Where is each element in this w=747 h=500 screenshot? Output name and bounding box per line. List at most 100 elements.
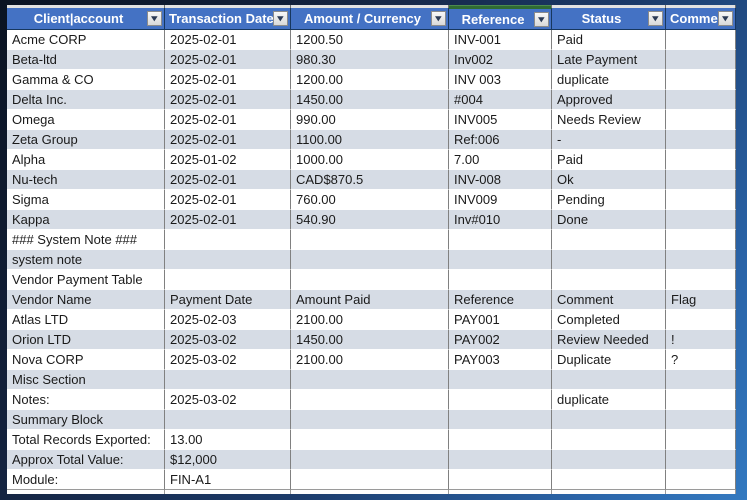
cell[interactable]: Summary Block [7,410,165,430]
cell[interactable]: ! [666,330,736,350]
cell[interactable]: Paid [552,150,666,170]
cell[interactable]: 2025-02-01 [165,170,291,190]
cell[interactable]: 2025-03-02 [165,350,291,370]
cell[interactable]: Paid [552,30,666,50]
cell[interactable]: Ref:006 [449,130,552,150]
cell[interactable]: ? [666,350,736,370]
cell[interactable] [552,230,666,250]
cell[interactable] [666,30,736,50]
cell[interactable] [552,430,666,450]
cell[interactable]: Approved [552,90,666,110]
cell[interactable] [666,50,736,70]
cell[interactable] [291,450,449,470]
cell[interactable]: Zeta Group [7,130,165,150]
cell[interactable]: 7.00 [449,150,552,170]
cell[interactable]: Module: [7,470,165,490]
cell[interactable]: 2025-02-03 [165,310,291,330]
cell[interactable]: duplicate [552,390,666,410]
cell[interactable]: PAY001 [449,310,552,330]
cell[interactable]: Sigma [7,190,165,210]
cell[interactable]: 2025-02-01 [165,130,291,150]
cell[interactable] [666,250,736,270]
cell[interactable]: Vendor Name [7,290,165,310]
cell[interactable] [449,390,552,410]
cell[interactable] [552,370,666,390]
cell[interactable]: INV-008 [449,170,552,190]
cell[interactable]: Late Payment [552,50,666,70]
cell[interactable]: ### System Note ### [7,230,165,250]
cell[interactable] [552,450,666,470]
cell[interactable]: Delta Inc. [7,90,165,110]
cell[interactable] [291,430,449,450]
cell[interactable]: 2025-02-01 [165,90,291,110]
cell[interactable] [666,370,736,390]
cell[interactable]: PAY002 [449,330,552,350]
column-header-status[interactable]: Status ▾ [552,8,666,30]
cell[interactable]: Alpha [7,150,165,170]
cell[interactable]: 990.00 [291,110,449,130]
cell[interactable] [165,370,291,390]
cell[interactable]: Total Records Exported: [7,430,165,450]
column-header-comments[interactable]: Comme ▾ [666,8,736,30]
filter-button[interactable]: ▾ [273,11,288,26]
cell[interactable] [552,470,666,490]
cell[interactable]: 2025-03-02 [165,330,291,350]
cell[interactable] [291,470,449,490]
cell[interactable] [291,410,449,430]
cell[interactable] [666,130,736,150]
column-header-reference[interactable]: Reference ▾ [449,8,552,30]
cell[interactable]: Amount Paid [291,290,449,310]
cell[interactable]: Orion LTD [7,330,165,350]
cell[interactable]: 2025-02-01 [165,70,291,90]
cell[interactable] [449,470,552,490]
cell[interactable] [666,210,736,230]
cell[interactable]: 2025-02-01 [165,110,291,130]
cell[interactable]: $12,000 [165,450,291,470]
cell[interactable] [291,250,449,270]
filter-button[interactable]: ▾ [431,11,446,26]
cell[interactable] [449,250,552,270]
cell[interactable]: Kappa [7,210,165,230]
cell[interactable] [291,370,449,390]
cell[interactable] [666,190,736,210]
cell[interactable]: CAD$870.5 [291,170,449,190]
cell[interactable]: 2025-02-01 [165,190,291,210]
cell[interactable]: Review Needed [552,330,666,350]
cell[interactable] [666,390,736,410]
cell[interactable] [552,410,666,430]
cell[interactable]: 2025-02-01 [165,210,291,230]
column-header-amount-currency[interactable]: Amount / Currency ▾ [291,8,449,30]
cell[interactable] [449,370,552,390]
cell[interactable] [552,270,666,290]
cell[interactable]: Gamma & CO [7,70,165,90]
cell[interactable]: Omega [7,110,165,130]
cell[interactable]: Inv002 [449,50,552,70]
cell[interactable]: duplicate [552,70,666,90]
cell[interactable]: 1000.00 [291,150,449,170]
cell[interactable] [165,270,291,290]
cell[interactable]: Ok [552,170,666,190]
cell[interactable] [666,90,736,110]
cell[interactable]: 2100.00 [291,310,449,330]
cell[interactable]: 2025-01-02 [165,150,291,170]
cell[interactable]: Payment Date [165,290,291,310]
cell[interactable]: Reference [449,290,552,310]
cell[interactable]: Beta-ltd [7,50,165,70]
cell[interactable]: Flag [666,290,736,310]
cell[interactable]: Done [552,210,666,230]
cell[interactable]: 1200.50 [291,30,449,50]
cell[interactable]: 1450.00 [291,90,449,110]
cell[interactable]: Nova CORP [7,350,165,370]
cell[interactable]: 1450.00 [291,330,449,350]
cell[interactable] [666,70,736,90]
cell[interactable]: Approx Total Value: [7,450,165,470]
cell[interactable] [666,450,736,470]
cell[interactable]: INV005 [449,110,552,130]
cell[interactable]: Atlas LTD [7,310,165,330]
filter-button[interactable]: ▾ [534,12,549,27]
cell[interactable]: Duplicate [552,350,666,370]
cell[interactable] [449,450,552,470]
cell[interactable]: Pending [552,190,666,210]
column-header-client[interactable]: Client|account ▾ [7,8,165,30]
cell[interactable]: 1100.00 [291,130,449,150]
